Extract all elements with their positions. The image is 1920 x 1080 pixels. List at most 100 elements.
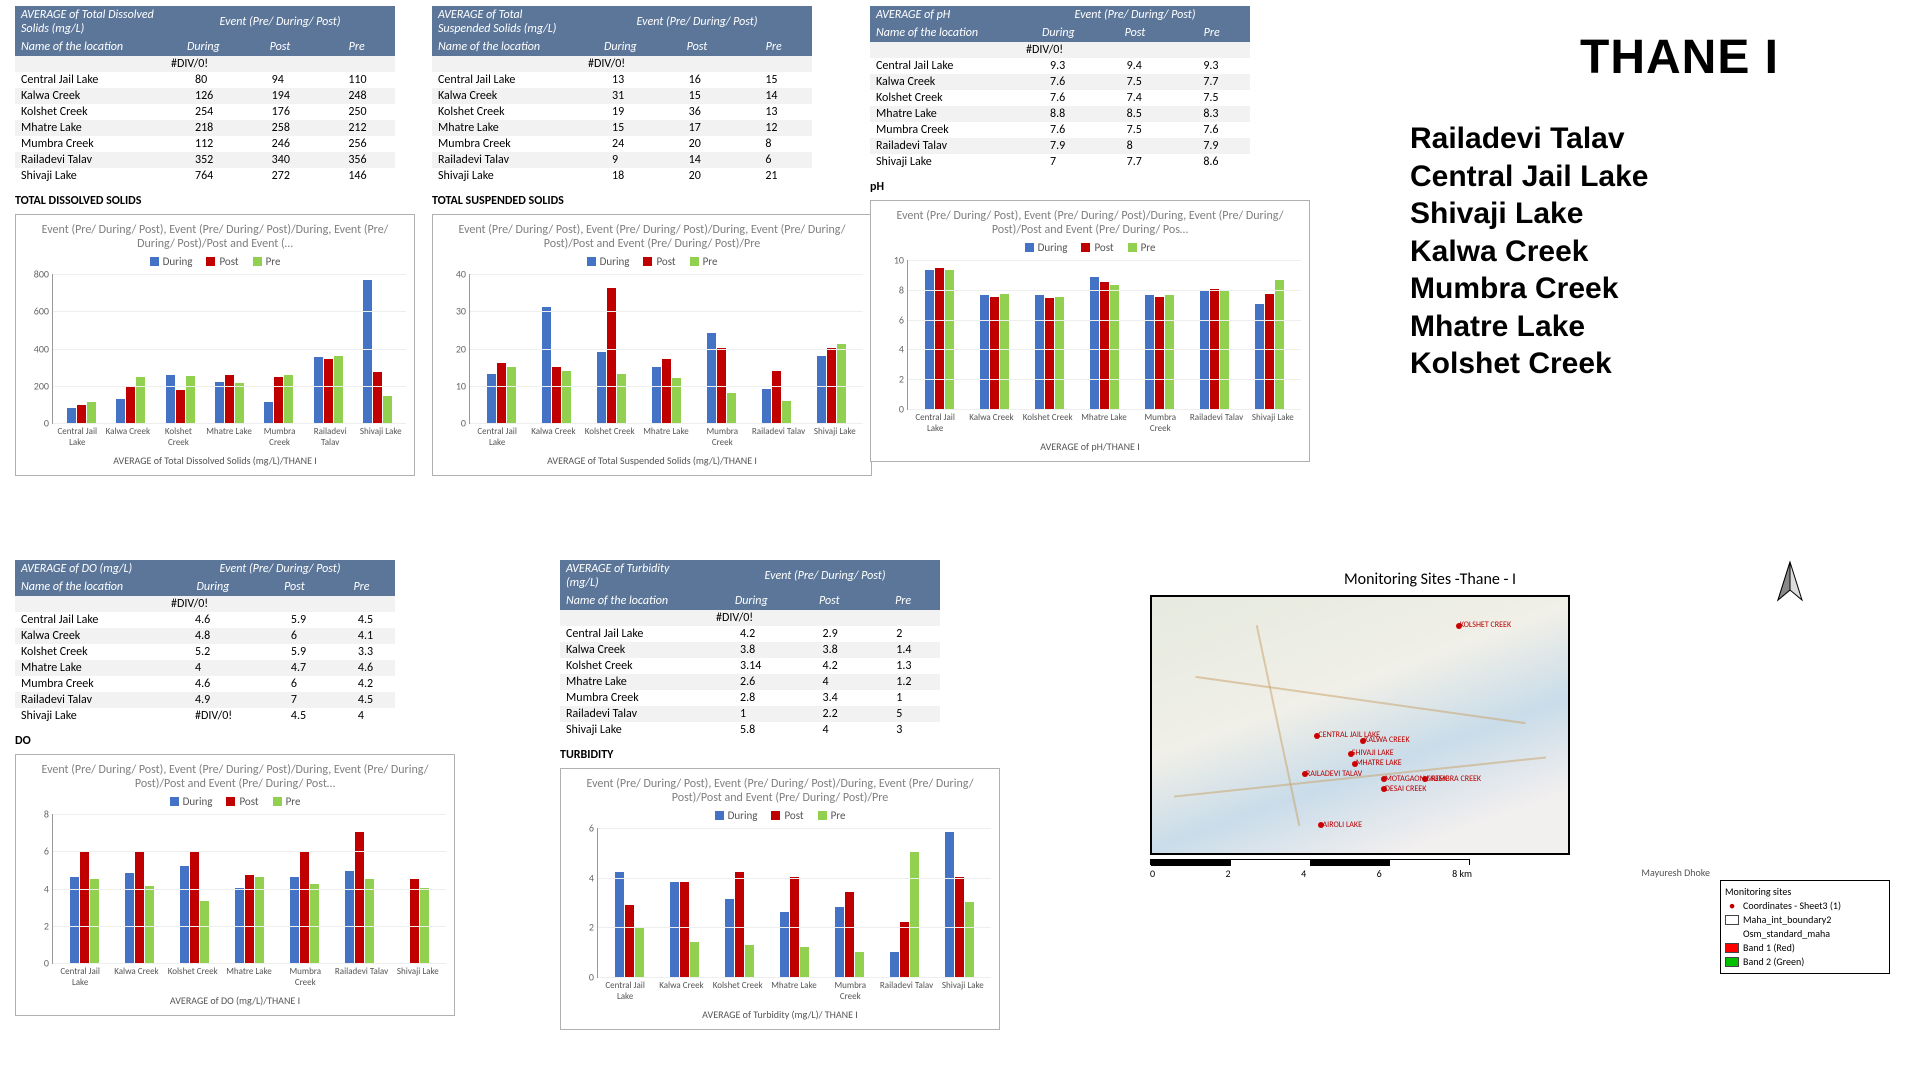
value-cell: 6 xyxy=(261,676,328,692)
map-marker-label: KOLSHET CREEK xyxy=(1460,620,1511,630)
location-cell: Central Jail Lake xyxy=(15,72,165,88)
table-title: AVERAGE of Total Dissolved Solids (mg/L) xyxy=(15,6,165,38)
value-cell: 4 xyxy=(328,708,395,724)
chart-caption: Event (Pre/ During/ Post), Event (Pre/ D… xyxy=(879,209,1301,237)
col-header: During xyxy=(1020,24,1097,42)
x-label: Central Jail Lake xyxy=(907,410,963,436)
bar-group xyxy=(106,377,155,424)
bar xyxy=(690,942,699,977)
bar-group xyxy=(57,402,106,423)
x-label: Railadevi Talav xyxy=(305,424,356,450)
col-header: During xyxy=(582,38,659,56)
value-cell: 3.14 xyxy=(710,658,793,674)
map-legend-item: Band 2 (Green) xyxy=(1725,955,1885,968)
col-header: Pre xyxy=(735,38,812,56)
ph-table: AVERAGE of pHEvent (Pre/ During/ Post)Na… xyxy=(870,6,1250,170)
x-label: Mhatre Lake xyxy=(1076,410,1132,436)
map-marker-label: MHATRE LAKE xyxy=(1356,758,1402,768)
location-cell: Mhatre Lake xyxy=(15,120,165,136)
bar xyxy=(145,886,154,963)
x-label: Kolshet Creek xyxy=(582,424,638,450)
x-label: Railadevi Talav xyxy=(1188,410,1244,436)
compass-icon xyxy=(1770,560,1810,618)
value-cell: 110 xyxy=(318,72,395,88)
col-header: During xyxy=(165,38,242,56)
bar xyxy=(625,905,634,978)
x-labels: Central Jail LakeKalwa CreekKolshet Cree… xyxy=(52,424,406,450)
bar xyxy=(125,873,134,963)
tds-panel: AVERAGE of Total Dissolved Solids (mg/L)… xyxy=(15,6,415,476)
x-label: Mhatre Lake xyxy=(221,964,277,990)
event-header: Event (Pre/ During/ Post) xyxy=(165,560,395,578)
bar xyxy=(1000,294,1009,410)
value-cell: 212 xyxy=(318,120,395,136)
col-header: Pre xyxy=(866,592,940,610)
map-marker-label: MOTAGAON CREEK xyxy=(1385,774,1447,784)
legend-item-pre: Pre xyxy=(253,255,281,268)
x-label: Mhatre Lake xyxy=(766,978,822,1004)
value-cell: 6 xyxy=(735,152,812,168)
div0-cell: #DIV/0! xyxy=(165,596,395,612)
scale-label: 6 xyxy=(1377,867,1382,880)
value-cell: 7.6 xyxy=(1020,122,1097,138)
value-cell: 18 xyxy=(582,168,659,184)
blank-row xyxy=(15,56,165,72)
bar-group xyxy=(932,832,987,977)
scale-label: 2 xyxy=(1226,867,1231,880)
x-labels: Central Jail LakeKalwa CreekKolshet Cree… xyxy=(597,978,991,1004)
value-cell: 1.4 xyxy=(866,642,940,658)
value-cell: 4 xyxy=(793,722,867,738)
value-cell: 36 xyxy=(659,104,736,120)
x-label: Mhatre Lake xyxy=(638,424,694,450)
location-cell: Mumbra Creek xyxy=(15,136,165,152)
legend-item-during: During xyxy=(170,795,213,808)
value-cell: 4.2 xyxy=(793,658,867,674)
value-cell: 7.5 xyxy=(1097,74,1174,90)
location-cell: Kalwa Creek xyxy=(15,88,165,104)
ph-panel: AVERAGE of pHEvent (Pre/ During/ Post)Na… xyxy=(870,6,1310,462)
bar xyxy=(373,372,382,423)
location-cell: Mhatre Lake xyxy=(870,106,1020,122)
value-cell: 4.6 xyxy=(165,676,261,692)
value-cell: 1 xyxy=(710,706,793,722)
bar xyxy=(635,927,644,977)
value-cell: 7 xyxy=(261,692,328,708)
legend-item-pre: Pre xyxy=(818,809,846,822)
value-cell: 7.5 xyxy=(1173,90,1250,106)
site-list-item: Kalwa Creek xyxy=(1410,233,1648,271)
location-cell: Shivaji Lake xyxy=(15,168,165,184)
x-label: Kalwa Creek xyxy=(525,424,581,450)
value-cell: 9.3 xyxy=(1173,58,1250,74)
plot-area: 0200400600800 xyxy=(52,274,406,424)
bar xyxy=(990,297,999,410)
location-cell: Kalwa Creek xyxy=(560,642,710,658)
map-marker-label: SHIVAJI LAKE xyxy=(1352,748,1394,758)
x-label: Kalwa Creek xyxy=(653,978,709,1004)
map-legend-item: Band 1 (Red) xyxy=(1725,941,1885,954)
x-label: Central Jail Lake xyxy=(52,424,103,450)
legend-item-post: Post xyxy=(771,809,803,822)
site-list-item: Mumbra Creek xyxy=(1410,270,1648,308)
bar xyxy=(135,851,144,964)
bar xyxy=(365,879,374,963)
value-cell: 9.3 xyxy=(1020,58,1097,74)
location-cell: Kalwa Creek xyxy=(432,88,582,104)
bar xyxy=(542,307,551,423)
x-label: Central Jail Lake xyxy=(597,978,653,1004)
col-header: Post xyxy=(793,592,867,610)
blank-row xyxy=(432,56,582,72)
bar xyxy=(264,402,273,423)
value-cell: 5.9 xyxy=(261,612,328,628)
value-cell: 3.3 xyxy=(328,644,395,660)
bar xyxy=(255,877,264,963)
bar xyxy=(1265,294,1274,410)
col-header: Post xyxy=(1097,24,1174,42)
bar xyxy=(383,396,392,423)
axis-caption: AVERAGE of pH/THANE I xyxy=(879,440,1301,453)
value-cell: 7.6 xyxy=(1020,90,1097,106)
legend-item-post: Post xyxy=(226,795,258,808)
blank-row xyxy=(560,610,710,626)
name-header: Name of the location xyxy=(15,578,165,596)
event-header: Event (Pre/ During/ Post) xyxy=(165,6,395,38)
col-header: Pre xyxy=(1173,24,1250,42)
